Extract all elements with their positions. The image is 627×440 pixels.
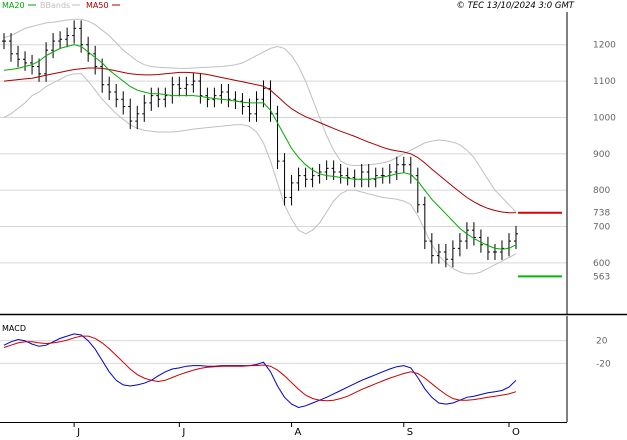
- price-bar: [58, 31, 63, 50]
- price-bar: [135, 105, 140, 130]
- price-layer: [2, 18, 562, 278]
- price-bar: [275, 105, 280, 170]
- copyright-text: © TEC 13/10/2024 3:0 GMT: [456, 1, 574, 11]
- price-bar: [499, 240, 504, 260]
- price-bar: [191, 73, 196, 93]
- price-bar: [2, 33, 6, 50]
- price-bar: [51, 33, 56, 59]
- price-bar: [324, 160, 329, 180]
- price-y-tick-label: 1100: [593, 77, 616, 87]
- price-bar: [492, 244, 497, 260]
- price-bar: [296, 167, 301, 191]
- price-bar: [128, 98, 133, 130]
- x-tick-label: S: [407, 427, 413, 438]
- price-bar: [23, 51, 28, 71]
- price-bar: [373, 167, 378, 188]
- price-bar: [401, 156, 406, 173]
- price-bar: [471, 222, 476, 246]
- price-bar: [436, 244, 441, 264]
- legend-ma50: MA50: [86, 1, 109, 10]
- axis-layer: 1200 1100 1000 900 800 700 600 20 -20 J J A S O 738 563: [73, 41, 616, 438]
- price-bar: [37, 58, 42, 82]
- macd-y-tick-label: -20: [596, 359, 611, 369]
- price-bar: [226, 84, 231, 108]
- price-bar: [65, 27, 70, 48]
- price-bar: [422, 196, 427, 250]
- x-tick-label: O: [512, 427, 520, 438]
- macd-layer: [3, 333, 517, 409]
- price-bar: [478, 229, 483, 253]
- price-y-tick-label: 600: [593, 259, 610, 269]
- price-bar: [79, 20, 84, 53]
- bbands-upper-line: [3, 18, 517, 213]
- macd-label: MACD: [2, 324, 26, 333]
- price-bar: [394, 156, 399, 180]
- price-bar: [121, 91, 126, 115]
- price-bar: [114, 84, 119, 108]
- macd-line: [3, 333, 517, 409]
- ma20-line: [3, 44, 517, 250]
- price-y-tick-label: 1200: [593, 41, 616, 51]
- grid-lines: [0, 44, 567, 364]
- price-bar: [310, 167, 315, 188]
- price-bar: [415, 167, 420, 213]
- ma50-line: [3, 67, 516, 214]
- price-bar: [338, 164, 343, 184]
- price-bar: [9, 33, 14, 62]
- marker-label: 563: [593, 272, 610, 282]
- price-y-tick-label: 800: [593, 186, 610, 196]
- x-tick-label: J: [76, 427, 80, 438]
- macd-y-tick-label: 20: [596, 337, 608, 347]
- price-bar: [156, 87, 161, 108]
- x-tick-label: A: [295, 427, 302, 438]
- price-bar: [184, 76, 189, 97]
- price-y-tick-label: 700: [593, 223, 610, 233]
- marker-label: 738: [593, 209, 610, 219]
- price-bar: [345, 167, 350, 186]
- price-bar: [107, 76, 112, 100]
- price-bar: [443, 244, 448, 268]
- price-bar: [198, 73, 203, 104]
- price-y-tick-label: 900: [593, 150, 610, 160]
- price-bar: [289, 174, 294, 206]
- legend: MA20 BBands MA50 © TEC 13/10/2024 3:0 GM…: [2, 1, 575, 11]
- legend-bbands: BBands: [40, 1, 70, 10]
- price-bar: [303, 167, 308, 188]
- price-bar: [16, 45, 21, 68]
- price-bar: [254, 91, 259, 122]
- price-bar: [212, 87, 217, 108]
- price-bar: [163, 87, 168, 108]
- price-bar: [142, 94, 147, 122]
- price-bar: [380, 167, 385, 184]
- bbands-lower-line: [3, 73, 517, 275]
- price-bar: [282, 153, 287, 206]
- price-bar: [149, 87, 154, 111]
- price-bar: [240, 93, 245, 115]
- price-bar: [219, 84, 224, 104]
- price-bar: [450, 240, 455, 268]
- price-y-tick-label: 1000: [593, 113, 616, 123]
- price-bar: [464, 222, 469, 250]
- signal-line: [3, 335, 517, 402]
- price-bar: [93, 45, 98, 75]
- legend-ma20: MA20: [2, 1, 25, 10]
- price-bar: [100, 58, 105, 93]
- price-bar: [457, 233, 462, 257]
- price-bar: [72, 20, 77, 44]
- price-bar: [177, 76, 182, 97]
- x-tick-label: J: [181, 427, 185, 438]
- price-bar: [429, 233, 434, 264]
